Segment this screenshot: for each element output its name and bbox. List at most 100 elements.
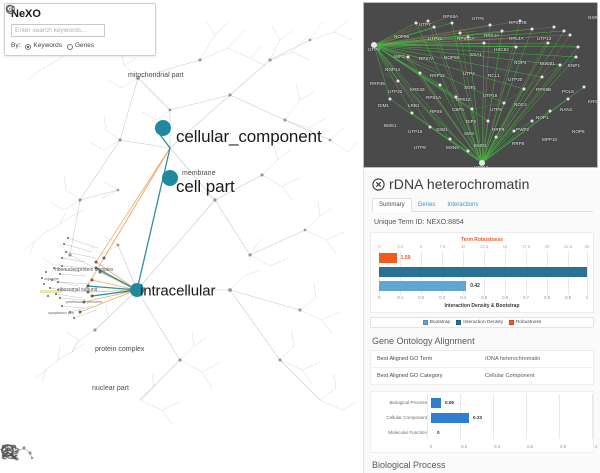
network-label-cell-part: cell part — [176, 177, 235, 196]
gene-label: KRI1 — [588, 99, 598, 104]
bottom-axis-title: Interaction Density & Bootstrap — [444, 303, 520, 309]
axis-tick: 0 — [378, 244, 381, 249]
bar-value-bootstrap: 0.42 — [470, 283, 480, 289]
chart-row: Molecular Function 0 — [375, 426, 589, 441]
axis-tick: 0 — [429, 444, 433, 449]
gene-label: NOP6 — [572, 129, 585, 134]
unique-term-id: Unique Term ID: NEXO:8854 — [374, 219, 464, 226]
gene-ontology-alignment-title: Gene Ontology Alignment — [372, 336, 475, 346]
bar-value: 0.06 — [445, 400, 454, 405]
gene-label: UTP5 — [490, 107, 502, 112]
network-label-organelle: organelle — [44, 277, 59, 281]
canvas-toolbar — [0, 443, 360, 473]
gridline — [427, 394, 428, 439]
axis-tick: 1 — [585, 295, 589, 300]
top-axis-title: Term Robustness — [461, 237, 503, 243]
gene-label: RPS17B — [509, 20, 527, 25]
gene-label: UTP20 — [508, 77, 523, 82]
gene-label: RPL4A — [509, 36, 524, 41]
ontology-network-graph[interactable] — [0, 0, 360, 473]
panel-tabs: Summary Genes Interactions — [372, 198, 593, 212]
axis-tick: 2.5 — [397, 244, 404, 249]
gene-label: RPS7A — [419, 56, 435, 61]
gridline — [526, 394, 527, 439]
radio-keywords-label: Keywords — [33, 42, 62, 49]
gene-label: RPS6 — [430, 109, 443, 114]
network-label-nuclear-part: nuclear part — [92, 385, 129, 392]
gene-label: RPS13 — [456, 97, 471, 102]
gene-label: UTP4 — [463, 71, 475, 76]
bar-biological-process — [431, 398, 441, 408]
axis-tick: 7.5 — [439, 244, 446, 249]
axis-tick: 0.3 — [439, 295, 446, 300]
bottom-axis-ticks: 0 0.1 0.2 0.3 0.4 0.5 0.6 0.7 0.8 0.9 1 — [375, 295, 589, 302]
gene-label: UTP6 — [472, 16, 484, 21]
chart-row: Biological Process 0.06 — [375, 396, 589, 411]
search-input[interactable] — [11, 24, 105, 37]
network-label-preribosome-precursor: preribosome precursor — [66, 300, 103, 304]
axis-tick: 0.4 — [460, 295, 467, 300]
gene-label: UTP10 — [474, 165, 489, 168]
bar-value: 0.23 — [473, 415, 482, 420]
gene-label: LRB1 — [408, 103, 420, 108]
legend-label: Interaction Density — [463, 320, 503, 325]
network-label-protein-complex: protein complex — [95, 346, 145, 353]
gene-label: UTP22 — [388, 89, 403, 94]
gene-label: RRP12 — [430, 73, 445, 78]
network-label-ribonucleoprotein-complex: ribonucleoprotein complex — [55, 267, 114, 273]
gene-interaction-network[interactable]: UTP9 UTP7 RPS8A UTP6 RPS17B NOP56 UTP21 … — [363, 2, 598, 168]
panel-header: rDNA heterochromatin — [364, 170, 600, 192]
axis-tick: 1 — [594, 444, 598, 449]
radio-genes[interactable] — [66, 43, 73, 50]
ontology-network-canvas[interactable]: cellular_component cell part intracellul… — [0, 0, 360, 473]
axis-tick: 0.1 — [397, 295, 404, 300]
gene-label: RPS8A — [443, 14, 459, 19]
gene-label: CBF5 — [452, 107, 464, 112]
gene-network-graph[interactable] — [364, 3, 598, 168]
biological-process-title: Biological Process — [372, 460, 446, 470]
tab-summary[interactable]: Summary — [372, 198, 412, 212]
axis-tick: 20 — [544, 244, 550, 249]
bar-value: 0 — [437, 430, 440, 435]
tab-interactions[interactable]: Interactions — [447, 202, 479, 208]
close-icon[interactable] — [372, 177, 385, 191]
gene-label: MSN5 — [446, 145, 459, 150]
legend-swatch — [422, 320, 428, 325]
tab-genes[interactable]: Genes — [417, 202, 436, 208]
gene-label: RCL1 — [488, 73, 500, 78]
chart-row: Cellular Component 0.23 — [375, 411, 589, 426]
axis-tick: 10 — [460, 244, 466, 249]
network-node-cell-part[interactable] — [162, 170, 178, 186]
gene-label: BUD21 — [540, 61, 555, 66]
gene-label: SSB1 — [436, 127, 448, 132]
legend-item-robustness[interactable]: Robustness — [508, 320, 542, 325]
radio-keywords[interactable] — [25, 43, 32, 50]
gene-label: MPP10 — [542, 137, 558, 142]
search-by-row: By: Keywords Genes — [11, 42, 149, 50]
category-label: Biological Process — [389, 400, 427, 405]
gene-label: RPS1A — [426, 95, 442, 100]
go-alignment-axis: 0 0.2 0.4 0.6 0.8 1 — [375, 444, 597, 452]
axis-tick: 15 — [502, 244, 508, 249]
gene-label: PWP2 — [516, 127, 530, 132]
panel-title: rDNA heterochromatin — [389, 176, 530, 192]
gridline — [586, 251, 588, 295]
gene-label: NOP1 — [536, 115, 549, 120]
network-label-membrane: membrane — [182, 170, 216, 177]
search-panel-title: NeXO — [11, 8, 41, 20]
search-panel[interactable]: NeXO ? By: Keywords — [4, 3, 156, 56]
network-label-ribosomal-subunit: ribosomal subunit — [58, 287, 98, 293]
network-node-intracellular[interactable] — [130, 283, 144, 297]
chart-legend: Bootstrap Interaction Density Robustness — [370, 317, 594, 328]
gridline — [493, 394, 494, 439]
search-row: ? — [5, 4, 149, 37]
gene-label: DIM1 — [378, 103, 389, 108]
gridline — [559, 394, 560, 439]
network-label-mitochondrial-part: mitochondrial part — [128, 72, 184, 79]
legend-item-bootstrap[interactable]: Bootstrap — [422, 320, 450, 325]
legend-label: Robustness — [515, 320, 542, 325]
network-node-cellular-component[interactable] — [155, 120, 171, 136]
legend-item-interaction-density[interactable]: Interaction Density — [456, 320, 503, 325]
gene-ontology-alignment-table: Best Aligned GO Term rDNA heterochromati… — [370, 350, 594, 385]
